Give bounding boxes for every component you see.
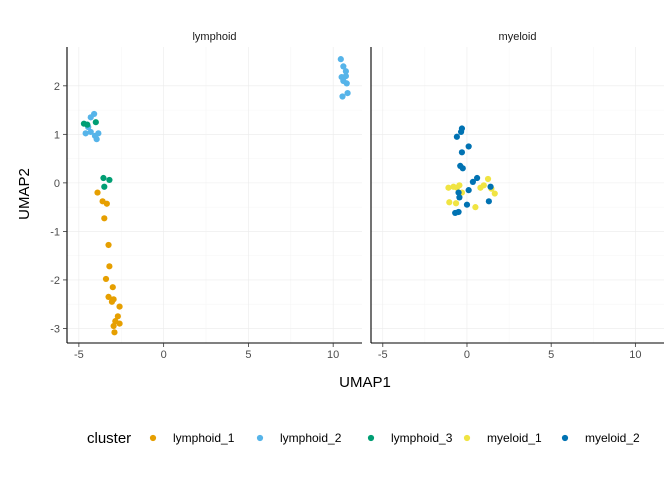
data-point-lymphoid_2 — [339, 93, 346, 100]
data-point-myeloid_1 — [452, 200, 460, 207]
y-tick-label: 1 — [54, 129, 60, 141]
data-point-lymphoid_3 — [92, 119, 99, 126]
data-point-lymphoid_3 — [84, 121, 91, 128]
data-point-lymphoid_2 — [93, 136, 100, 143]
x-tick-label: 10 — [327, 349, 339, 361]
x-tick-label: -5 — [378, 349, 388, 361]
data-point-lymphoid_1 — [114, 313, 121, 320]
data-point-myeloid_2 — [457, 128, 465, 136]
data-point-lymphoid_1 — [110, 322, 117, 330]
data-point-myeloid_2 — [465, 187, 472, 194]
legend-key — [149, 434, 157, 442]
y-tick-label: -3 — [50, 323, 60, 335]
data-point-myeloid_2 — [452, 209, 459, 217]
legend-key — [463, 434, 471, 442]
data-point-lymphoid_1 — [101, 215, 108, 222]
data-point-lymphoid_2 — [340, 63, 347, 70]
data-point-lymphoid_2 — [337, 56, 344, 63]
data-point-lymphoid_2 — [343, 80, 350, 87]
y-tick-label: 0 — [54, 178, 60, 190]
data-point-lymphoid_2 — [342, 73, 349, 80]
legend-key — [256, 434, 264, 442]
data-point-lymphoid_1 — [102, 275, 110, 283]
data-point-lymphoid_2 — [82, 130, 89, 137]
data-point-lymphoid_1 — [105, 293, 112, 300]
x-tick-label: -5 — [74, 349, 84, 361]
legend-key — [561, 434, 569, 442]
data-point-myeloid_1 — [484, 175, 492, 183]
legend-title: cluster — [87, 430, 131, 447]
data-point-myeloid_2 — [453, 133, 460, 140]
data-point-lymphoid_2 — [342, 68, 349, 75]
y-axis-title: UMAP2 — [16, 168, 33, 220]
legend-label: lymphoid_2 — [280, 431, 342, 445]
data-point-myeloid_2 — [458, 149, 466, 156]
data-point-myeloid_1 — [445, 184, 452, 191]
data-point-myeloid_2 — [465, 143, 472, 150]
data-point-myeloid_1 — [446, 199, 453, 206]
x-tick-label: 0 — [161, 349, 167, 361]
data-point-lymphoid_1 — [108, 298, 116, 305]
facet-panels: lymphoid -5 0 5 10 -3 -2 -1 0 1 2 myeloid -5 0 5 10 — [50, 31, 664, 361]
legend-label: lymphoid_3 — [391, 431, 453, 445]
x-tick-label: 0 — [464, 349, 470, 361]
data-point-lymphoid_1 — [116, 303, 123, 310]
facet-strip-label: lymphoid — [192, 31, 236, 43]
x-axis-title: UMAP1 — [339, 374, 391, 391]
legend-item-lymphoid_2: lymphoid_2 — [256, 431, 342, 445]
data-point-lymphoid_1 — [103, 200, 110, 207]
data-point-myeloid_2 — [473, 174, 481, 182]
legend-label: myeloid_1 — [487, 431, 542, 445]
y-tick-label: -2 — [50, 275, 60, 287]
data-point-lymphoid_2 — [344, 90, 351, 97]
y-tick-label: 2 — [54, 81, 60, 93]
data-point-myeloid_1 — [491, 190, 498, 197]
legend-item-lymphoid_1: lymphoid_1 — [149, 431, 235, 445]
legend-key — [367, 434, 375, 442]
data-point-lymphoid_1 — [116, 320, 123, 327]
data-point-myeloid_2 — [455, 189, 462, 196]
data-point-myeloid_2 — [485, 198, 492, 205]
y-tick-label: -1 — [50, 226, 60, 238]
data-point-lymphoid_1 — [105, 241, 112, 249]
data-point-lymphoid_3 — [100, 174, 107, 182]
data-point-lymphoid_1 — [106, 263, 113, 270]
legend-label: myeloid_2 — [585, 431, 640, 445]
facet-panel-lymphoid: lymphoid -5 0 5 10 -3 -2 -1 0 1 2 — [50, 31, 362, 361]
legend-label: lymphoid_1 — [173, 431, 235, 445]
data-point-myeloid_2 — [456, 194, 463, 201]
data-point-lymphoid_1 — [94, 189, 101, 196]
x-tick-label: 5 — [548, 349, 554, 361]
legend-item-myeloid_2: myeloid_2 — [561, 431, 640, 445]
data-point-lymphoid_2 — [91, 110, 98, 118]
data-point-lymphoid_3 — [101, 183, 108, 190]
data-point-lymphoid_3 — [106, 176, 113, 184]
x-tick-label: 5 — [245, 349, 251, 361]
facet-panel-myeloid: myeloid -5 0 5 10 — [370, 31, 664, 361]
data-point-myeloid_2 — [463, 201, 471, 208]
data-point-lymphoid_1 — [111, 329, 118, 336]
data-point-lymphoid_2 — [87, 128, 94, 136]
x-tick-label: 10 — [629, 349, 641, 361]
facet-strip-label: myeloid — [499, 31, 537, 43]
legend-item-myeloid_1: myeloid_1 — [463, 431, 542, 445]
data-point-myeloid_1 — [456, 182, 463, 189]
data-point-myeloid_2 — [469, 178, 476, 185]
data-point-myeloid_1 — [472, 204, 479, 211]
legend: cluster lymphoid_1 lymphoid_2 lymphoid_3 my… — [87, 430, 640, 447]
legend-item-lymphoid_3: lymphoid_3 — [367, 431, 453, 445]
data-point-myeloid_2 — [487, 183, 494, 190]
data-point-myeloid_1 — [480, 182, 487, 189]
data-point-lymphoid_1 — [109, 284, 116, 291]
data-point-myeloid_2 — [459, 165, 466, 172]
